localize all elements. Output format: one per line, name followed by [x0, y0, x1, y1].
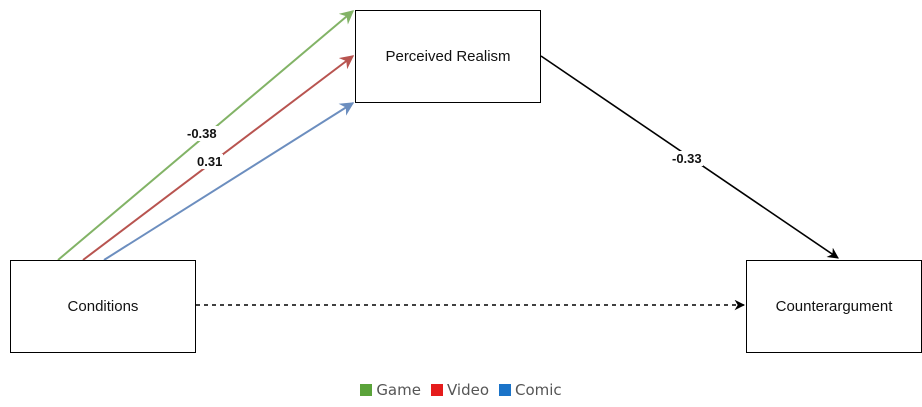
node-perceived-realism-label: Perceived Realism — [385, 48, 511, 65]
node-conditions: Conditions — [10, 260, 196, 353]
legend-item-video: Video — [430, 381, 489, 399]
legend: Game Video Comic — [0, 381, 922, 399]
legend-swatch-game — [360, 384, 373, 396]
legend-item-comic: Comic — [499, 381, 562, 399]
legend-label-video: Video — [446, 381, 489, 399]
node-counterargument-label: Counterargument — [775, 298, 893, 315]
node-conditions-label: Conditions — [67, 298, 139, 315]
legend-label-comic: Comic — [515, 381, 562, 399]
legend-item-game: Game — [360, 381, 421, 399]
legend-label-game: Game — [376, 381, 421, 399]
edge-label-mediator-outcome-coefficient: -0.33 — [671, 151, 703, 166]
node-counterargument: Counterargument — [746, 260, 922, 353]
edge-label-game-coefficient: -0.38 — [186, 126, 218, 141]
edge-comic-to-mediator — [103, 102, 355, 261]
node-perceived-realism: Perceived Realism — [355, 10, 541, 103]
legend-swatch-comic — [499, 384, 511, 396]
legend-swatch-video — [430, 384, 443, 396]
edge-label-video-coefficient: 0.31 — [196, 154, 224, 169]
